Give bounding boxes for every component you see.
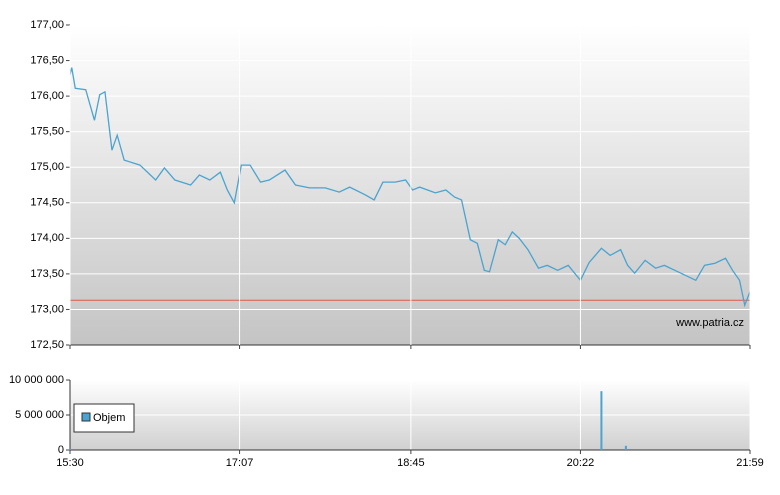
y-tick-label: 175,00 xyxy=(30,161,64,173)
plot-area xyxy=(70,25,750,345)
x-tick-label: 21:59 xyxy=(736,457,764,469)
x-tick-label: 15:30 xyxy=(56,457,84,469)
y-tick-label: 174,00 xyxy=(30,232,64,244)
volume-bar xyxy=(624,445,627,450)
x-tick-label: 17:07 xyxy=(226,457,254,469)
x-tick-label: 18:45 xyxy=(397,457,425,469)
y-tick-label: 0 xyxy=(58,444,64,456)
y-tick-label: 10 000 000 xyxy=(9,374,64,386)
y-tick-label: 177,00 xyxy=(30,19,64,31)
watermark: www.patria.cz xyxy=(675,317,744,329)
price-line xyxy=(69,67,751,308)
y-tick-label: 174,50 xyxy=(30,197,64,209)
y-tick-label: 176,00 xyxy=(30,90,64,102)
legend-swatch xyxy=(81,412,91,422)
y-tick-label: 176,50 xyxy=(30,54,64,66)
x-tick-label: 20:22 xyxy=(567,457,595,469)
y-tick-label: 175,50 xyxy=(30,126,64,138)
y-tick-label: 5 000 000 xyxy=(15,409,64,421)
y-tick-label: 173,00 xyxy=(30,303,64,315)
y-tick-label: 172,50 xyxy=(30,339,64,351)
legend-label: Objem xyxy=(93,412,125,424)
volume-bar xyxy=(600,391,603,450)
y-tick-label: 173,50 xyxy=(30,268,64,280)
volume-bar xyxy=(69,448,71,450)
